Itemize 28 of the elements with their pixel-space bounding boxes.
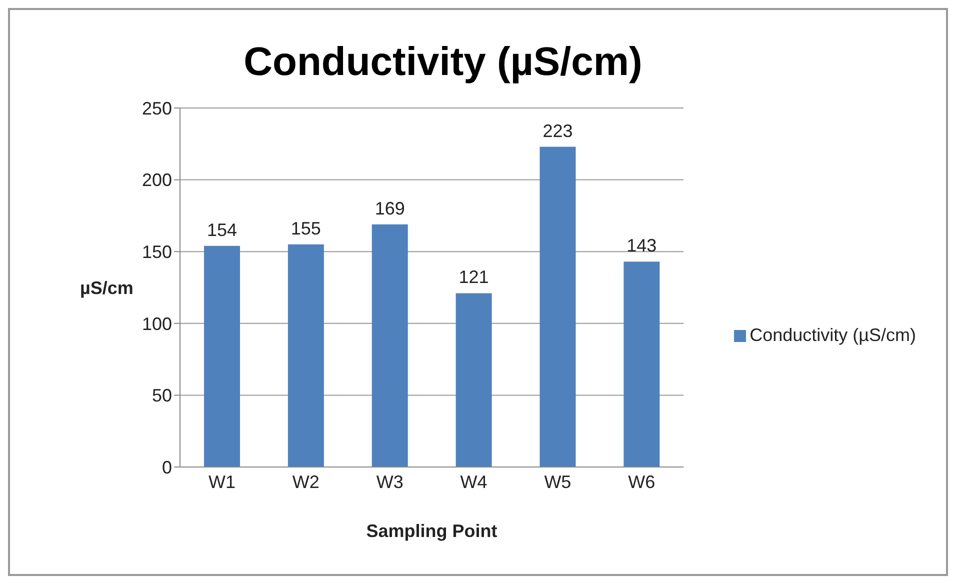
bar	[624, 262, 660, 467]
x-tick-label: W2	[292, 472, 320, 492]
y-tick-label: 200	[142, 170, 172, 190]
bar	[288, 244, 324, 467]
x-tick-label: W6	[628, 472, 656, 492]
x-tick-label: W4	[460, 472, 488, 492]
data-label: 121	[458, 267, 489, 288]
x-axis-title: Sampling Point	[366, 521, 498, 541]
x-tick-label: W3	[376, 472, 404, 492]
data-label: 155	[290, 218, 321, 238]
bar	[204, 246, 240, 467]
y-tick-label: 250	[142, 98, 172, 118]
x-tick-label: W5	[544, 472, 572, 492]
bar	[456, 293, 492, 467]
y-axis-title: µS/cm	[80, 278, 134, 298]
y-tick-label: 150	[142, 242, 172, 262]
data-label: 169	[374, 198, 405, 218]
bar	[372, 224, 408, 467]
x-tick-label: W1	[208, 472, 236, 492]
data-label: 143	[626, 236, 657, 256]
y-tick-label: 100	[142, 314, 172, 334]
chart-title: Conductivity (µS/cm)	[242, 40, 644, 86]
y-tick-label: 0	[162, 457, 172, 478]
y-tick-label: 50	[152, 386, 172, 406]
bar	[540, 146, 576, 467]
legend-label: Conductivity (µS/cm)	[750, 324, 916, 344]
data-label: 154	[206, 220, 238, 240]
data-label: 223	[542, 120, 573, 141]
